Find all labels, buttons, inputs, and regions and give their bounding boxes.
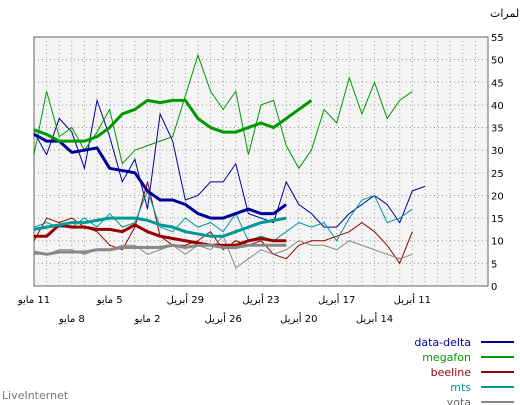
- series-yota-trend: [33, 243, 287, 256]
- legend-item-megafon[interactable]: megafon: [422, 351, 514, 364]
- series-trend-line: [33, 216, 287, 238]
- series-daily-line: [33, 189, 413, 242]
- series-trend-line: [33, 133, 288, 220]
- series-lines: [33, 53, 426, 269]
- axis-labels: 0 5 10 15 20 25 30 35 40 45 50 55 11 مايو 5 مايو 29 أب…: [17, 33, 504, 325]
- y-tick-label: 0: [491, 282, 497, 293]
- legend: data-delta megafon beeline mts yota: [414, 336, 514, 405]
- y-axis-title: المرات: [490, 7, 520, 20]
- x-tick-label: 23 أبريل: [242, 293, 279, 306]
- series-mts-trend: [33, 216, 287, 238]
- liveinternet-brand[interactable]: LiveInternet: [2, 389, 69, 402]
- series-beeline: [33, 181, 413, 265]
- x-tick-label: 2 مايو: [134, 314, 161, 325]
- series-daily-line: [33, 53, 413, 170]
- x-tick-label: 29 أبريل: [167, 293, 204, 306]
- legend-item-yota[interactable]: yota: [447, 396, 514, 405]
- series-megafon-trend: [33, 98, 313, 143]
- y-tick-label: 20: [491, 191, 504, 202]
- series-data-delta-trend: [33, 133, 288, 220]
- y-tick-label: 10: [491, 237, 504, 248]
- y-tick-label: 25: [491, 169, 504, 180]
- series-beeline-trend: [34, 223, 287, 247]
- y-tick-label: 15: [491, 214, 504, 225]
- series-trend-line: [34, 223, 287, 247]
- y-tick-label: 55: [491, 33, 504, 44]
- x-tick-label: 17 أبريل: [318, 293, 355, 306]
- x-tick-label: 20 أبريل: [280, 312, 317, 325]
- x-tick-label: 11 مايو: [17, 295, 50, 306]
- x-tick-label: 5 مايو: [96, 295, 123, 306]
- x-tick-label: 8 مايو: [58, 314, 85, 325]
- y-tick-label: 35: [491, 124, 504, 135]
- series-data-delta: [33, 98, 426, 228]
- legend-label: beeline: [431, 366, 472, 379]
- grid-lines: [34, 37, 488, 286]
- x-tick-label: 11 أبريل: [394, 293, 431, 306]
- y-tick-label: 30: [491, 146, 504, 157]
- series-daily-line: [33, 181, 413, 265]
- series-daily-line: [33, 98, 426, 228]
- legend-item-mts[interactable]: mts: [450, 381, 514, 394]
- series-trend-line: [33, 98, 313, 143]
- x-tick-label: 26 أبريل: [204, 312, 241, 325]
- y-tick-label: 40: [491, 101, 504, 112]
- legend-item-data-delta[interactable]: data-delta: [414, 336, 514, 349]
- x-tick-label: 14 أبريل: [356, 312, 393, 325]
- y-tick-label: 50: [491, 56, 504, 67]
- legend-label: mts: [450, 381, 471, 394]
- y-tick-label: 45: [491, 78, 504, 89]
- legend-label: megafon: [422, 351, 471, 364]
- y-tick-label: 5: [491, 259, 497, 270]
- legend-item-beeline[interactable]: beeline: [431, 366, 514, 379]
- legend-label: data-delta: [414, 336, 471, 349]
- series-trend-line: [33, 243, 287, 256]
- series-mts: [33, 189, 413, 242]
- legend-label: yota: [447, 396, 471, 405]
- series-megafon: [33, 53, 413, 170]
